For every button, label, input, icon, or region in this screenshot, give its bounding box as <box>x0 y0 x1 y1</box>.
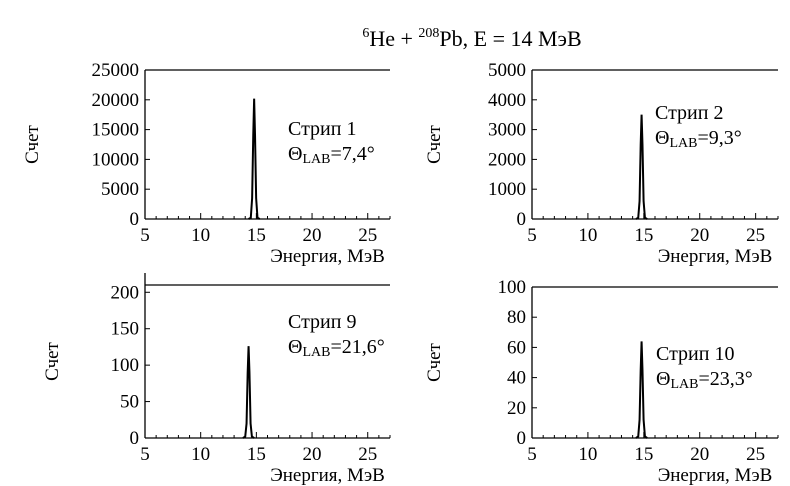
angle-label: ΘLAB=21,6° <box>288 336 385 360</box>
x-tick-label: 10 <box>578 444 597 465</box>
y-tick-label: 100 <box>111 355 140 376</box>
y-axis-label: Счет <box>424 124 445 163</box>
peak-curve <box>248 98 261 220</box>
x-tick-label: 5 <box>140 225 150 246</box>
angle-label: ΘLAB=23,3° <box>656 368 753 392</box>
peak-curve <box>635 341 648 439</box>
y-tick-label: 20000 <box>92 90 140 111</box>
y-tick-label: 10000 <box>92 149 140 170</box>
y-axis-label: Счет <box>424 342 445 381</box>
y-tick-label: 5000 <box>101 179 139 200</box>
x-tick-label: 5 <box>527 444 537 465</box>
y-tick-label: 4000 <box>488 90 526 111</box>
y-tick-label: 20 <box>507 398 526 419</box>
y-tick-label: 150 <box>111 319 140 340</box>
y-tick-label: 3000 <box>488 120 526 141</box>
x-tick-label: 20 <box>303 444 322 465</box>
strip-label: Стрип 2 <box>655 102 723 124</box>
x-tick-label: 5 <box>140 444 150 465</box>
x-tick-label: 25 <box>358 444 377 465</box>
x-axis-label: Энергия, МэВ <box>658 246 773 267</box>
x-tick-label: 25 <box>358 225 377 246</box>
strip-label: Стрип 1 <box>288 118 356 140</box>
x-tick-label: 15 <box>634 225 653 246</box>
y-tick-label: 2000 <box>488 149 526 170</box>
y-axis-label: Счет <box>42 341 63 380</box>
strip-label: Стрип 10 <box>656 343 734 365</box>
peak-curve <box>242 346 255 439</box>
y-tick-label: 80 <box>507 307 526 328</box>
x-tick-label: 10 <box>191 444 210 465</box>
x-axis-label: Энергия, МэВ <box>270 246 385 267</box>
y-tick-label: 5000 <box>488 60 526 81</box>
chart-panel-1: 0 5000 10000 15000 20000 25000 5 10 15 20 25Энерги… <box>22 60 391 267</box>
x-tick-label: 20 <box>690 225 709 246</box>
x-tick-label: 15 <box>247 444 266 465</box>
y-tick-label: 200 <box>111 282 140 303</box>
title-pb-mass: 208 <box>418 26 439 41</box>
x-axis-label: Энергия, МэВ <box>270 465 385 486</box>
y-tick-label: 100 <box>498 277 527 298</box>
y-tick-label: 0 <box>517 428 527 449</box>
x-tick-label: 25 <box>746 225 765 246</box>
y-tick-label: 50 <box>120 392 139 413</box>
y-tick-label: 0 <box>517 209 527 230</box>
title-he: He + <box>369 26 418 51</box>
angle-label: ΘLAB=9,3° <box>655 127 742 151</box>
title-he-mass: 6 <box>362 26 369 41</box>
x-axis-label: Энергия, МэВ <box>658 465 773 486</box>
y-tick-label: 40 <box>507 368 526 389</box>
x-tick-label: 15 <box>634 444 653 465</box>
peak-curve <box>635 114 648 220</box>
figure-title: 6He + 208Pb, E = 14 МэВ <box>362 26 581 51</box>
y-tick-label: 0 <box>130 428 140 449</box>
title-pb: Pb, E = 14 МэВ <box>439 26 581 51</box>
y-tick-label: 25000 <box>92 60 140 81</box>
x-tick-label: 10 <box>578 225 597 246</box>
angle-label: ΘLAB=7,4° <box>288 143 375 167</box>
strip-label: Стрип 9 <box>288 311 356 333</box>
x-tick-label: 5 <box>527 225 537 246</box>
x-tick-label: 20 <box>303 225 322 246</box>
x-tick-label: 25 <box>746 444 765 465</box>
y-tick-label: 1000 <box>488 179 526 200</box>
x-tick-label: 20 <box>690 444 709 465</box>
y-tick-label: 15000 <box>92 120 140 141</box>
y-tick-label: 0 <box>130 209 140 230</box>
y-tick-label: 60 <box>507 337 526 358</box>
x-tick-label: 10 <box>191 225 210 246</box>
y-axis-label: Счет <box>22 124 43 163</box>
x-tick-label: 15 <box>247 225 266 246</box>
